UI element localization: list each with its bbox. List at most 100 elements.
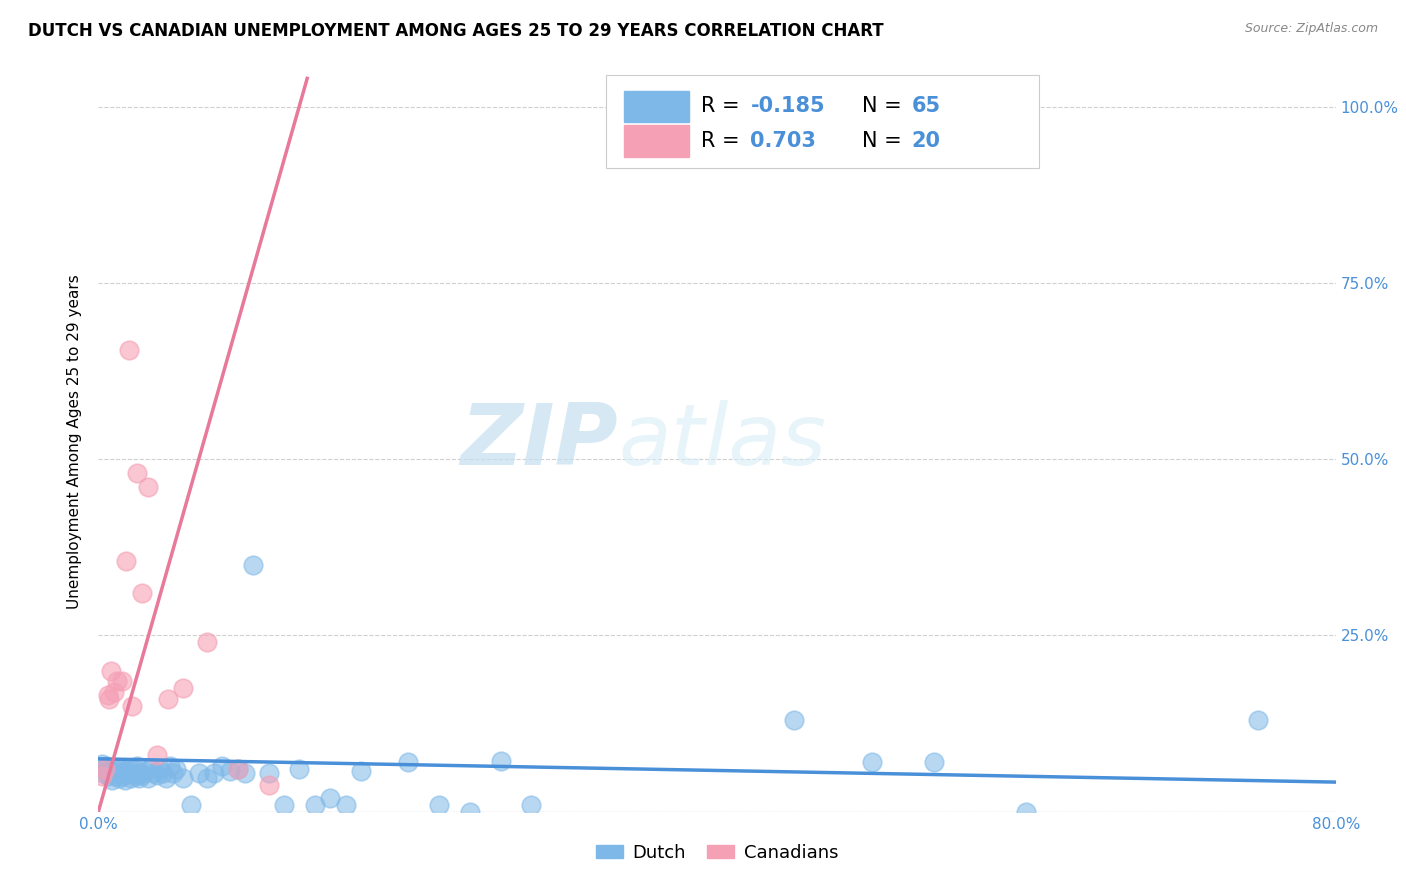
Point <box>128 771 150 785</box>
Point <box>104 769 127 783</box>
Point <box>195 635 218 649</box>
Point <box>103 763 125 777</box>
Point <box>273 797 295 812</box>
Point <box>136 771 159 785</box>
Text: DUTCH VS CANADIAN UNEMPLOYMENT AMONG AGES 25 TO 29 YEARS CORRELATION CHART: DUTCH VS CANADIAN UNEMPLOYMENT AMONG AGE… <box>28 22 884 40</box>
Point <box>173 681 195 696</box>
Point <box>115 764 138 778</box>
Point <box>165 763 187 777</box>
Point <box>226 763 249 777</box>
Point <box>91 766 114 780</box>
Point <box>288 763 311 777</box>
Point <box>489 754 512 768</box>
Point <box>134 764 156 778</box>
Point <box>458 805 481 819</box>
Text: 0.703: 0.703 <box>751 131 817 151</box>
Point <box>103 685 125 699</box>
Point <box>136 480 159 494</box>
Point <box>860 756 883 770</box>
Point <box>157 692 180 706</box>
Text: 20: 20 <box>911 131 941 151</box>
Point <box>783 713 806 727</box>
FancyBboxPatch shape <box>606 75 1039 168</box>
Text: Source: ZipAtlas.com: Source: ZipAtlas.com <box>1244 22 1378 36</box>
Point <box>1015 805 1038 819</box>
Point <box>105 674 128 689</box>
Point <box>105 761 128 775</box>
Point <box>131 586 153 600</box>
Point <box>195 771 218 785</box>
Point <box>152 766 174 780</box>
Point <box>111 763 134 777</box>
Point <box>162 766 184 780</box>
Point <box>107 771 129 785</box>
Point <box>520 797 543 812</box>
Text: N =: N = <box>862 131 908 151</box>
Point <box>98 766 121 780</box>
Text: atlas: atlas <box>619 400 827 483</box>
Point <box>242 558 264 572</box>
Point <box>121 698 143 713</box>
Point <box>97 769 120 783</box>
Point <box>319 790 342 805</box>
Point <box>226 763 249 777</box>
Point <box>159 759 181 773</box>
Point <box>90 769 112 783</box>
Point <box>112 769 135 783</box>
Point <box>111 674 134 689</box>
Point <box>108 766 131 780</box>
Point <box>131 768 153 782</box>
Point <box>127 467 149 481</box>
Y-axis label: Unemployment Among Ages 25 to 29 years: Unemployment Among Ages 25 to 29 years <box>67 274 83 609</box>
Point <box>149 763 172 777</box>
Point <box>100 664 122 678</box>
Text: N =: N = <box>862 96 908 116</box>
FancyBboxPatch shape <box>624 126 689 156</box>
Legend: Dutch, Canadians: Dutch, Canadians <box>589 837 845 870</box>
Point <box>127 759 149 773</box>
Point <box>139 761 162 775</box>
Point <box>146 748 169 763</box>
Point <box>114 772 136 787</box>
Point <box>115 554 138 568</box>
Text: R =: R = <box>702 96 747 116</box>
Point <box>219 764 242 778</box>
Point <box>124 769 146 783</box>
Point <box>122 763 145 777</box>
Text: ZIP: ZIP <box>460 400 619 483</box>
Point <box>93 763 115 777</box>
Point <box>427 797 450 812</box>
Point <box>350 764 373 778</box>
Point <box>211 759 233 773</box>
Point <box>93 763 115 777</box>
Point <box>396 756 419 770</box>
Text: -0.185: -0.185 <box>751 96 825 116</box>
Point <box>188 766 211 780</box>
Point <box>129 766 152 780</box>
Point <box>204 766 226 780</box>
Point <box>143 766 166 780</box>
Point <box>117 766 139 780</box>
Point <box>146 768 169 782</box>
Point <box>304 797 326 812</box>
Point <box>257 766 280 780</box>
Point <box>118 343 141 357</box>
Point <box>98 692 121 706</box>
Point <box>101 772 124 787</box>
Point <box>96 759 118 773</box>
Point <box>100 764 122 778</box>
Point <box>335 797 357 812</box>
Text: 65: 65 <box>911 96 941 116</box>
Point <box>1247 713 1270 727</box>
Point <box>922 756 945 770</box>
Text: R =: R = <box>702 131 747 151</box>
Point <box>173 771 195 785</box>
Point <box>97 689 120 703</box>
Point <box>118 761 141 775</box>
Point <box>155 771 177 785</box>
Point <box>180 797 202 812</box>
FancyBboxPatch shape <box>624 91 689 121</box>
Point <box>257 778 280 792</box>
Point <box>235 766 257 780</box>
Point <box>120 771 142 785</box>
